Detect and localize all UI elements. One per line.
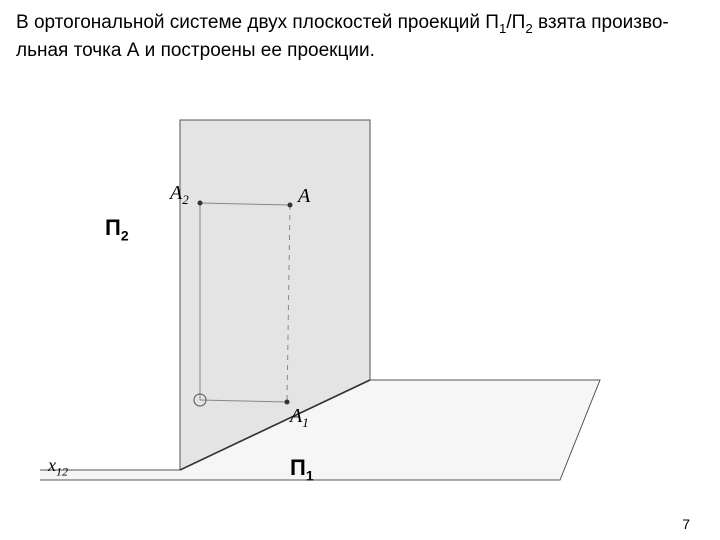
projection-diagram: A A2 A1 П2 П1 x12 bbox=[0, 80, 720, 510]
label-P2: П2 bbox=[105, 215, 129, 243]
point-A2 bbox=[198, 201, 203, 206]
desc-mid1: /П bbox=[506, 12, 525, 33]
label-A2: A2 bbox=[170, 182, 189, 208]
label-x12: x12 bbox=[48, 455, 68, 480]
desc-line1-post: взята произво- bbox=[533, 12, 669, 33]
label-P1-char: П bbox=[290, 455, 306, 480]
label-A1-sub: 1 bbox=[302, 415, 309, 430]
label-A2-char: A bbox=[170, 182, 182, 204]
description-text: В ортогональной системе двух плоскостей … bbox=[16, 10, 704, 63]
desc-sub2: 2 bbox=[525, 21, 532, 36]
label-P2-char: П bbox=[105, 215, 121, 240]
desc-line1-pre: В ортогональной системе двух плоскостей … bbox=[16, 12, 499, 33]
page-number: 7 bbox=[682, 516, 690, 532]
label-P1: П1 bbox=[290, 455, 314, 483]
label-x12-sub: 12 bbox=[56, 465, 68, 479]
label-x12-char: x bbox=[48, 455, 56, 475]
label-P2-sub: 2 bbox=[121, 227, 129, 243]
label-P1-sub: 1 bbox=[306, 467, 314, 483]
diagram-svg bbox=[0, 80, 720, 510]
label-A2-sub: 2 bbox=[182, 192, 189, 207]
point-A bbox=[288, 203, 293, 208]
label-A1: A1 bbox=[290, 405, 309, 431]
desc-line2: льная точка А и построены ее проекции. bbox=[16, 40, 375, 61]
label-A: A bbox=[298, 185, 310, 208]
label-A-text: A bbox=[298, 185, 310, 207]
label-A1-char: A bbox=[290, 405, 302, 427]
point-A1 bbox=[285, 400, 290, 405]
